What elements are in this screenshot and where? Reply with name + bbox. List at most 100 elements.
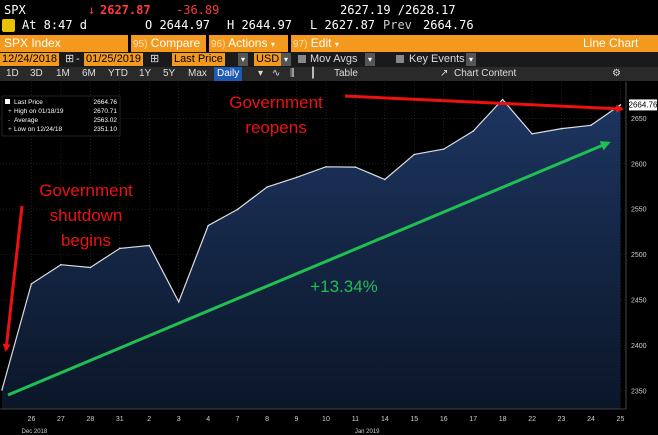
legend-marker-average: - xyxy=(8,117,10,124)
annotation-shutdown-line-1: Government xyxy=(39,181,133,200)
prev-label: Prev xyxy=(383,18,412,32)
period-1y[interactable]: 1Y xyxy=(139,68,152,79)
quote-bar: SPX ↓ 2627.87 -36.89 2627.19 /2628.17 xyxy=(0,0,658,20)
table-button[interactable]: Table xyxy=(334,68,358,79)
legend-label-last: Last Price xyxy=(14,99,43,106)
open-price: O 2644.97 xyxy=(145,18,211,32)
chevron-down-icon[interactable]: ▾ xyxy=(258,68,264,79)
period-ytd[interactable]: YTD xyxy=(108,68,128,79)
line-chart-icon[interactable]: ∿ xyxy=(272,68,281,79)
price-point xyxy=(30,283,33,285)
period-1d[interactable]: 1D xyxy=(6,68,19,79)
security-title: SPX Index xyxy=(4,36,61,50)
annotation-reopens-line-1: Government xyxy=(229,93,323,112)
x-tick-label: 23 xyxy=(558,416,566,423)
x-tick-label: 11 xyxy=(352,416,359,423)
chevron-down-icon[interactable]: ▾ xyxy=(365,53,375,66)
ticker: SPX xyxy=(4,3,26,17)
annotation-trend: +13.34% xyxy=(7,141,611,397)
annotation-change: +13.34% xyxy=(310,277,378,296)
candle-chart-icon[interactable]: ┃ xyxy=(310,68,317,79)
bar-chart-icon[interactable]: ⫼ xyxy=(290,68,295,79)
x-tick-label: 22 xyxy=(528,416,536,423)
price-point xyxy=(236,208,239,211)
bid-ask: 2627.19 /2628.17 xyxy=(340,3,456,17)
price-point xyxy=(472,130,475,132)
price-point xyxy=(266,186,268,188)
legend-marker-high: + xyxy=(8,108,12,115)
legend-label-high: High on 01/18/19 xyxy=(14,108,64,115)
x-tick-label: 18 xyxy=(499,416,507,423)
x-tick-label: 28 xyxy=(86,416,94,423)
annotation-reopens: Government reopens xyxy=(229,93,624,137)
legend-marker-low: + xyxy=(8,126,12,133)
last-price-tag-label: 2664.76 xyxy=(629,101,658,110)
y-tick-label: 2350 xyxy=(631,388,647,395)
x-group-label: Jan 2019 xyxy=(355,429,380,435)
high-price: H 2644.97 xyxy=(227,18,293,32)
period-6m[interactable]: 6M xyxy=(82,68,96,79)
key-events-label: Key Events xyxy=(409,53,465,65)
x-tick-label: 8 xyxy=(265,416,269,423)
chart-content-button[interactable]: Chart Content xyxy=(454,68,517,79)
start-date-input[interactable]: 12/24/2018 xyxy=(0,53,60,66)
x-group-label: Dec 2018 xyxy=(22,429,48,435)
last-price: 2627.87 xyxy=(100,3,151,17)
period-1m[interactable]: 1M xyxy=(56,68,70,79)
period-3d[interactable]: 3D xyxy=(30,68,43,79)
legend-label-low: Low on 12/24/18 xyxy=(14,126,62,133)
x-tick-label: 14 xyxy=(381,416,389,423)
x-tick-label: 4 xyxy=(206,416,210,423)
price-point xyxy=(177,301,180,303)
x-tick-label: 25 xyxy=(617,416,625,423)
chevron-down-icon[interactable]: ▾ xyxy=(238,53,248,66)
compare-button[interactable]: 95) Compare xyxy=(133,36,201,50)
calendar-icon[interactable]: ⊞ xyxy=(150,53,160,65)
x-tick-label: 17 xyxy=(469,416,477,423)
currency-select[interactable]: USD xyxy=(254,53,282,66)
net-change: -36.89 xyxy=(176,3,220,17)
chevron-down-icon[interactable]: ▾ xyxy=(466,53,476,66)
x-tick-label: 2 xyxy=(147,416,151,423)
period-max[interactable]: Max xyxy=(188,68,207,79)
gear-icon[interactable]: ⚙ xyxy=(612,68,621,79)
detail-bar: At 8:47 d O 2644.97 H 2644.97 L 2627.87 … xyxy=(0,18,658,35)
price-point xyxy=(590,124,592,127)
period-5y[interactable]: 5Y xyxy=(163,68,176,79)
chart-content-icon[interactable]: ↗ xyxy=(440,68,449,79)
chevron-down-icon: ▾ xyxy=(334,40,339,49)
mov-avgs-checkbox[interactable] xyxy=(298,55,306,63)
legend-value-average: 2563.02 xyxy=(94,117,118,124)
price-point xyxy=(89,266,92,269)
quote-time: At 8:47 d xyxy=(22,18,88,32)
mov-avgs-label: Mov Avgs xyxy=(310,53,358,65)
key-events-checkbox[interactable] xyxy=(396,55,404,63)
actions-button[interactable]: 96) Actions ▾ xyxy=(211,36,275,50)
end-date-input[interactable]: 01/25/2019 xyxy=(84,53,144,66)
settings-icon[interactable] xyxy=(2,19,15,32)
field-select[interactable]: Last Price xyxy=(172,53,225,66)
legend: Last Price 2664.76 + High on 01/18/19 26… xyxy=(1,95,121,137)
x-tick-label: 9 xyxy=(295,416,299,423)
chevron-down-icon[interactable]: ▾ xyxy=(281,53,291,66)
toolbar: SPX Index 95) Compare 96) Actions ▾ 97) … xyxy=(0,35,658,52)
y-tick-label: 2450 xyxy=(631,298,647,305)
last-price-tag: 2664.76 xyxy=(629,99,658,111)
price-point xyxy=(354,166,357,168)
annotation-shutdown-line-2: shutdown xyxy=(50,206,123,225)
price-point xyxy=(501,98,504,101)
date-separator-icon: ⊞ xyxy=(65,53,75,65)
x-tick-label: 26 xyxy=(28,416,36,423)
price-point xyxy=(148,244,151,247)
annotation-shutdown: Government shutdown begins xyxy=(2,181,133,352)
low-price: L 2627.87 xyxy=(310,18,376,32)
chevron-down-icon: ▾ xyxy=(270,40,275,49)
price-point xyxy=(531,133,533,135)
price-point xyxy=(384,178,386,181)
x-tick-label: 3 xyxy=(177,416,181,423)
y-tick-label: 2650 xyxy=(631,116,647,123)
price-point xyxy=(119,247,121,250)
frequency-select[interactable]: Daily xyxy=(214,67,243,81)
edit-button[interactable]: 97) Edit ▾ xyxy=(293,36,339,50)
